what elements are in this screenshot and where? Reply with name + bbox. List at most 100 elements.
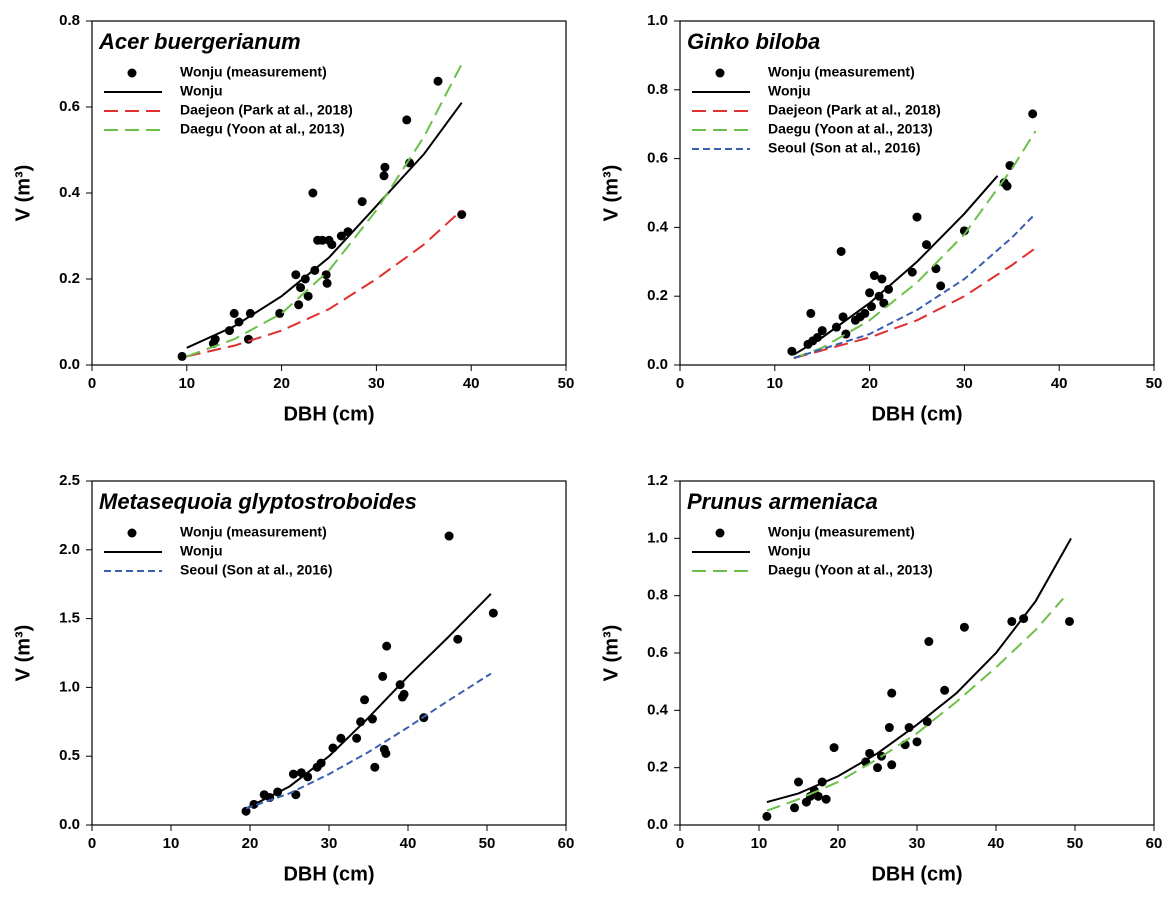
y-axis-label: V (m³) <box>600 625 622 682</box>
y-axis-label: V (m³) <box>600 165 622 222</box>
y-axis-label: V (m³) <box>12 625 34 682</box>
data-point <box>813 791 823 801</box>
model-line <box>793 247 1037 360</box>
y-tick-label: 2.5 <box>59 472 80 489</box>
model-line <box>186 63 463 358</box>
legend-label: Daegu (Yoon at al., 2013) <box>768 121 933 137</box>
legend-marker <box>127 528 137 538</box>
y-tick-label: 0.4 <box>647 701 669 718</box>
data-point <box>869 271 879 281</box>
x-tick-label: 50 <box>558 375 575 392</box>
data-point <box>360 695 370 705</box>
data-point <box>402 115 412 125</box>
data-point <box>959 622 969 632</box>
data-point <box>829 743 839 753</box>
x-tick-label: 30 <box>909 835 926 852</box>
model-line <box>766 597 1064 812</box>
y-tick-label: 0.0 <box>647 356 668 373</box>
data-point <box>322 278 332 288</box>
data-point <box>296 283 306 293</box>
data-point <box>887 688 897 698</box>
model-line <box>245 593 492 810</box>
x-tick-label: 50 <box>1067 835 1084 852</box>
data-point <box>336 733 346 743</box>
x-tick-label: 60 <box>558 835 575 852</box>
legend-label: Seoul (Son at al., 2016) <box>180 562 333 578</box>
y-tick-label: 0.6 <box>647 644 668 661</box>
data-point <box>381 748 391 758</box>
y-tick-label: 0.6 <box>647 150 668 167</box>
x-tick-label: 0 <box>88 835 96 852</box>
data-point <box>959 226 969 236</box>
data-point <box>1002 181 1012 191</box>
data-point <box>922 717 932 727</box>
legend-label: Seoul (Son at al., 2016) <box>768 140 921 156</box>
x-tick-label: 40 <box>463 375 480 392</box>
data-point <box>912 737 922 747</box>
data-point <box>921 240 931 250</box>
legend-label: Wonju <box>768 543 811 559</box>
x-tick-label: 30 <box>321 835 338 852</box>
y-tick-label: 0.0 <box>59 356 80 373</box>
legend-label: Wonju (measurement) <box>180 64 327 80</box>
data-point <box>378 671 388 681</box>
data-point <box>924 637 934 647</box>
data-point <box>794 777 803 787</box>
panel-title: Prunus armeniaca <box>687 489 878 514</box>
data-point <box>879 298 889 308</box>
x-tick-label: 20 <box>273 375 290 392</box>
y-tick-label: 0.4 <box>59 184 81 201</box>
data-point <box>399 689 409 699</box>
data-point <box>303 291 313 301</box>
model-line <box>793 175 999 356</box>
model-line <box>793 130 1037 360</box>
y-tick-label: 0.8 <box>647 587 668 604</box>
x-tick-label: 40 <box>1051 375 1068 392</box>
data-point <box>817 326 827 336</box>
y-tick-label: 0.5 <box>59 747 80 764</box>
data-point <box>1028 109 1038 119</box>
x-axis-label: DBH (cm) <box>871 863 962 885</box>
data-point <box>884 723 894 733</box>
y-axis-label: V (m³) <box>12 165 34 222</box>
x-tick-label: 10 <box>178 375 195 392</box>
y-tick-label: 1.0 <box>647 529 668 546</box>
x-tick-label: 20 <box>830 835 847 852</box>
panel-title: Acer buergerianum <box>98 29 301 54</box>
data-point <box>352 733 362 743</box>
legend-label: Daejeon (Park at al., 2018) <box>768 102 941 118</box>
data-point <box>300 274 310 284</box>
legend-marker <box>127 68 137 78</box>
y-tick-label: 0.6 <box>59 98 80 115</box>
data-point <box>317 235 327 245</box>
data-point <box>1064 616 1074 626</box>
data-point <box>275 308 285 318</box>
data-point <box>457 210 467 219</box>
y-tick-label: 0.2 <box>647 759 668 776</box>
x-axis-label: DBH (cm) <box>871 403 962 425</box>
x-tick-label: 50 <box>1146 375 1163 392</box>
data-point <box>327 240 337 250</box>
y-tick-label: 0.8 <box>59 12 80 29</box>
x-tick-label: 20 <box>242 835 259 852</box>
data-point <box>907 267 917 277</box>
data-point <box>380 162 390 172</box>
x-tick-label: 20 <box>861 375 878 392</box>
x-tick-label: 40 <box>400 835 417 852</box>
data-point <box>790 803 800 813</box>
data-point <box>841 329 851 339</box>
model-line <box>186 102 463 349</box>
legend-label: Wonju <box>180 83 223 99</box>
x-tick-label: 10 <box>751 835 768 852</box>
model-line <box>766 537 1072 804</box>
x-tick-label: 10 <box>766 375 783 392</box>
plot-frame <box>679 480 1155 826</box>
y-tick-label: 0.2 <box>59 270 80 287</box>
data-point <box>806 308 816 318</box>
data-point <box>405 158 415 168</box>
data-point <box>288 769 298 779</box>
plot-frame <box>91 20 567 366</box>
x-axis-label: DBH (cm) <box>283 863 374 885</box>
x-tick-label: 0 <box>676 375 684 392</box>
data-point <box>453 634 463 644</box>
